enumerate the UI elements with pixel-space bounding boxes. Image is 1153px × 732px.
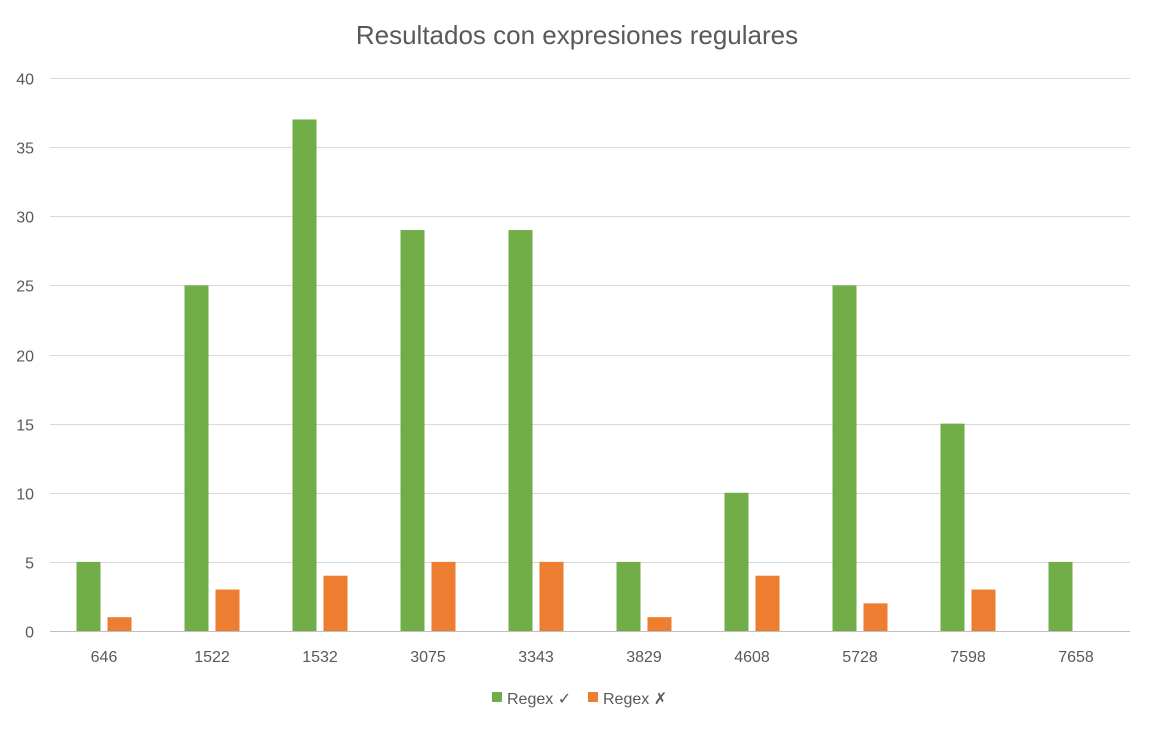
gridlines [50,78,1130,632]
bar-regex-ok-7598 [940,423,965,631]
bar-regex-ok-3343 [508,230,533,631]
bar-regex-ok-3075 [400,230,425,631]
bar-regex-ok-3829 [616,561,641,631]
bar-regex-fail-3829 [647,617,672,631]
chart-title: Resultados con expresiones regulares [356,20,798,50]
x-tick-label: 4608 [734,649,770,666]
y-tick-label: 0 [25,625,34,642]
legend-label: Regex ✗ [603,691,667,708]
x-tick-label: 3343 [518,649,554,666]
legend-swatch [588,692,598,702]
x-tick-label: 3075 [410,649,446,666]
y-tick-label: 25 [16,279,34,296]
y-tick-label: 5 [25,556,34,573]
legend: Regex ✓ Regex ✗ [492,691,667,708]
x-tick-label: 1532 [302,649,338,666]
bar-regex-fail-7598 [971,589,996,631]
bar-regex-fail-1532 [323,575,348,631]
bar-regex-ok-5728 [832,285,857,631]
y-tick-label: 35 [16,141,34,158]
bar-regex-fail-1522 [215,589,240,631]
legend-swatch [492,692,502,702]
bar-regex-fail-3343 [539,561,564,631]
x-tick-label: 646 [91,649,118,666]
x-axis-ticks: 646 1522 1532 3075 3343 3829 4608 5728 7598 7658 [91,649,1094,666]
bar-regex-fail-3075 [431,561,456,631]
y-tick-label: 20 [16,349,34,366]
y-tick-label: 40 [16,72,34,89]
bar-regex-ok-4608 [724,492,749,631]
x-tick-label: 7658 [1058,649,1094,666]
x-tick-label: 5728 [842,649,878,666]
bar-regex-fail-646 [107,617,132,631]
bar-regex-ok-7658 [1048,561,1073,631]
x-tick-label: 1522 [194,649,230,666]
x-tick-label: 3829 [626,649,662,666]
y-tick-label: 10 [16,487,34,504]
bar-regex-fail-5728 [863,603,888,631]
bar-regex-ok-1522 [184,285,209,631]
x-tick-label: 7598 [950,649,986,666]
bar-regex-ok-646 [76,561,101,631]
y-axis-ticks: 0 5 10 15 20 25 30 35 40 [16,72,34,642]
bar-regex-fail-4608 [755,575,780,631]
y-tick-label: 15 [16,418,34,435]
y-tick-label: 30 [16,210,34,227]
bars [76,119,1073,631]
legend-label: Regex ✓ [507,691,571,708]
bar-regex-ok-1532 [292,119,317,631]
